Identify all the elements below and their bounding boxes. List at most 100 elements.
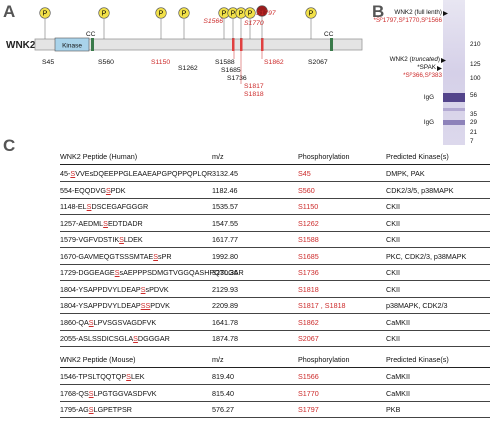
arrow-icon [437,66,442,71]
phospho-circle [305,7,317,19]
panel-letter-c: C [3,136,16,155]
phospho-site: S1817 , S1818 [298,301,346,310]
phospho-p: P [159,11,164,18]
phospho-circle [98,7,110,19]
col-kinase-header: Predicted Kinase(s) [386,355,449,364]
phospho-site: S1685 [298,251,319,261]
phospho-p: P [248,11,253,18]
phospho-site: S560 [298,185,315,195]
row-rule [60,214,490,215]
mz-value: 3230.36 [212,268,238,277]
predicted-kinase: CKII [386,334,400,343]
row-rule [60,384,490,385]
marker-21: 21 [470,129,478,136]
header-rule [60,367,490,368]
phospho-site: S1588 [298,235,319,244]
predicted-kinase: CKII [386,202,400,211]
predicted-kinase: CDK2/3/5, p38MAPK [386,185,454,195]
marker-210: 210 [470,41,481,48]
peptide-sequence: 1257-AEDMLSEDTDADR [60,218,143,228]
site-s1862: S1862 [264,59,284,66]
phospho-site: S1862 [298,317,319,327]
peptide-sequence: 1804-YSAPPDVYLDEAPSSPDVK [60,301,170,310]
mz-value: 3132.45 [212,169,238,178]
site-s45: S45 [42,59,54,66]
kinase-domain [54,37,90,52]
col-phos-header: Phosphorylation [298,152,350,161]
phospho-p: P [231,11,236,18]
row-rule [60,280,490,281]
phospho-p: P [43,11,48,18]
phospho-site: S2067 [298,334,319,343]
gel-label-truncated: WNK2 (truncated) [390,56,440,63]
row-rule [60,296,490,298]
phospho-site: S45 [298,169,311,178]
phospho-p: P [182,11,187,18]
col-mz-header: m/z [212,152,224,161]
peptide-sequence: 1768-QSSLPGTGGVASDFVK [60,388,157,398]
peptide-sequence: 1546-TPSLTQQTQPSLEK [60,372,145,381]
row-rule [60,313,490,314]
mz-value: 1641.78 [212,317,238,327]
mz-value: 2129.93 [212,284,238,294]
phospho-site: S1736 [298,268,319,277]
gel-igg-2: IgG [424,119,434,126]
cc-label-1: CC [86,31,96,38]
marker-29: 29 [470,119,478,126]
phospho-site: S1262 [298,218,319,228]
peptide-sequence: 1860-QASLPVSGSVAGDFVK [60,317,157,327]
marker-100: 100 [470,75,481,82]
mz-value: 1617.77 [212,235,238,244]
panel-letter-b: B [372,2,385,21]
site-s1736: S1736 [227,75,247,82]
site-s1685: S1685 [221,67,241,74]
protein-bar [34,38,363,51]
red-marker [240,38,243,51]
site-s1817: S1817 [244,83,264,90]
red-marker [261,38,264,51]
site-s1770: S1770 [244,20,264,27]
predicted-kinase: DMPK, PAK [386,169,425,178]
peptide-sequence: 1729-DGGEAGESsAEPPPSDMGTVGGQASHPQTLGAR [60,268,244,277]
phospho-site: S1150 [298,202,319,211]
row-rule [60,329,490,331]
site-s1262: S1262 [178,65,198,72]
mz-value: 1547.55 [212,218,238,228]
col-peptide-header: WNK2 Peptide (Human) [60,152,138,161]
gel-band [443,108,465,111]
col-kinase-header: Predicted Kinase(s) [386,152,449,161]
site-s1150: S1150 [151,59,170,66]
phospho-site: S1797 [298,405,319,414]
mz-value: 1182.46 [212,185,238,195]
col-mz-header: m/z [212,355,224,364]
gel-full-sites: *Sᴾ1797,Sᴾ1770,Sᴾ1566 [374,17,443,24]
predicted-kinase: PKB [386,405,401,414]
panel-letter-a: A [3,2,16,21]
phospho-circle [178,7,190,19]
phospho-circle [155,7,167,19]
gel-lane [443,0,465,145]
predicted-kinase: CaMKII [386,388,410,398]
phospho-circles: P P P P P P P P P [39,5,317,39]
predicted-kinase: CaMKII [386,372,410,381]
predicted-kinase: CKII [386,268,400,277]
peptide-sequence: 554-EQQDVGSPDK [60,185,126,195]
phospho-site: S1770 [298,388,319,398]
predicted-kinase: PKC, CDK2/3, p38MAPK [386,251,467,261]
col-phos-header: Phosphorylation [298,355,350,364]
domain-diagram: WNK2 Kinase CC CC P P P P [6,5,363,98]
mz-value: 815.40 [212,388,234,398]
site-s1566: S1566 [203,18,223,25]
phospho-p: P [102,11,107,18]
marker-56: 56 [470,92,478,99]
igg-band-heavy [443,93,465,102]
row-rule [60,230,490,232]
col-peptide-header: WNK2 Peptide (Mouse) [60,355,136,364]
marker-35: 35 [470,111,478,118]
row-rule [60,263,490,265]
peptide-sequence: 1795-AGSLGPETPSR [60,405,132,414]
row-rule [60,181,490,182]
phospho-p: P [239,11,244,18]
mz-value: 1992.80 [212,251,238,261]
